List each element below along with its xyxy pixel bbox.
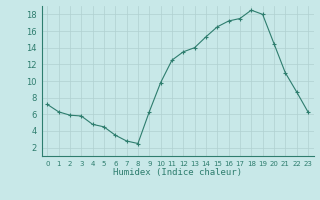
X-axis label: Humidex (Indice chaleur): Humidex (Indice chaleur) [113, 168, 242, 177]
